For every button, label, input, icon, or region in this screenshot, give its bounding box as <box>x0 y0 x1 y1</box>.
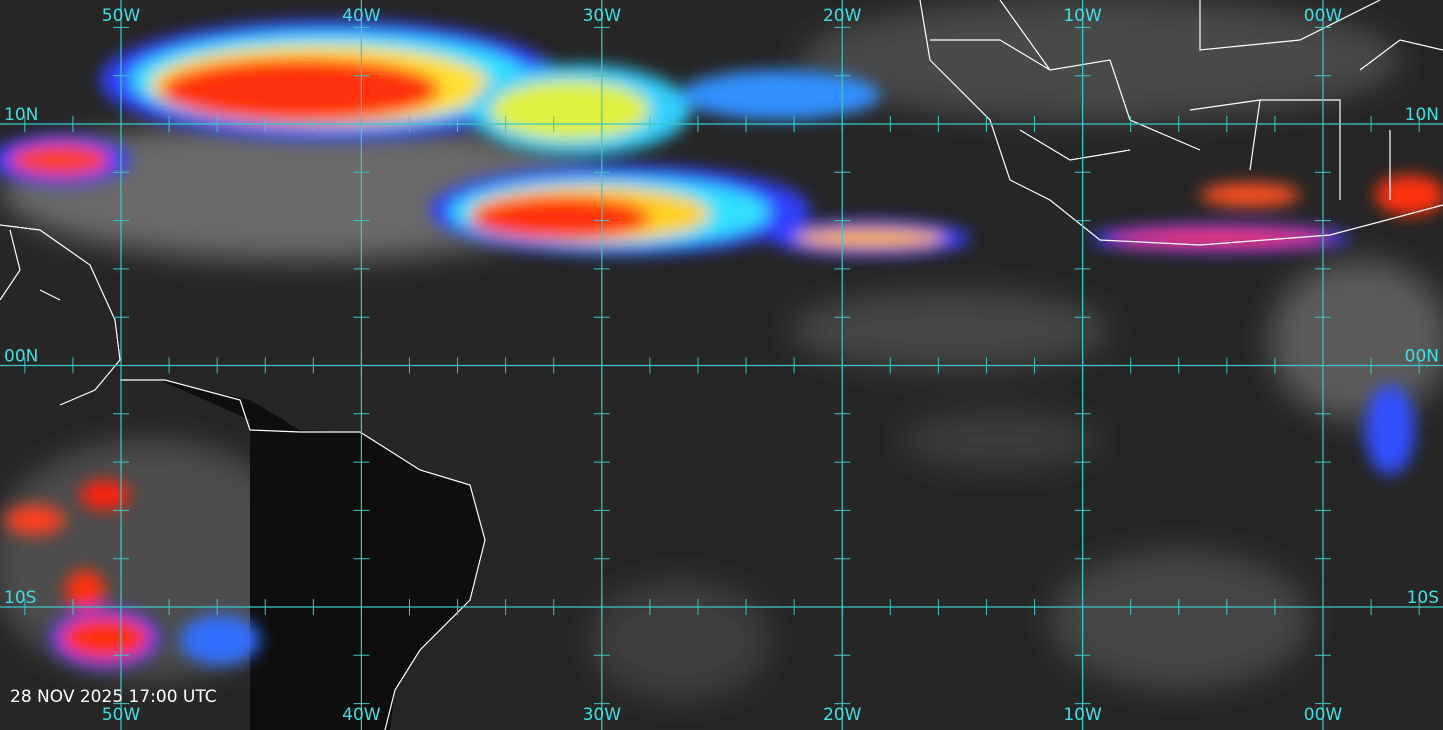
latitude-label: 10S <box>4 588 36 608</box>
convection <box>0 20 1443 668</box>
longitude-label: 50W <box>102 6 141 26</box>
longitude-label: 10W <box>1063 705 1102 725</box>
longitude-label: 20W <box>823 6 862 26</box>
latitude-label: 00N <box>1405 347 1439 367</box>
graticule-labels: 50W 50W 40W 40W 30W 30W 20W 20W 10W 10W 00W 00W 10N 1… <box>4 6 1439 725</box>
latitude-label: 10S <box>1407 588 1439 608</box>
timestamp: 28 NOV 2025 17:00 UTC <box>10 687 217 707</box>
longitude-label: 30W <box>583 705 622 725</box>
longitude-label: 00W <box>1304 6 1343 26</box>
longitude-label: 30W <box>583 6 622 26</box>
latitude-label: 10N <box>4 105 38 125</box>
longitude-label: 00W <box>1304 705 1343 725</box>
longitude-label: 50W <box>102 705 141 725</box>
land <box>160 380 485 730</box>
latitude-label: 00N <box>4 347 38 367</box>
longitude-label: 40W <box>342 705 381 725</box>
longitude-label: 10W <box>1063 6 1102 26</box>
longitude-label: 20W <box>823 705 862 725</box>
latitude-label: 10N <box>1405 105 1439 125</box>
longitude-label: 40W <box>342 6 381 26</box>
